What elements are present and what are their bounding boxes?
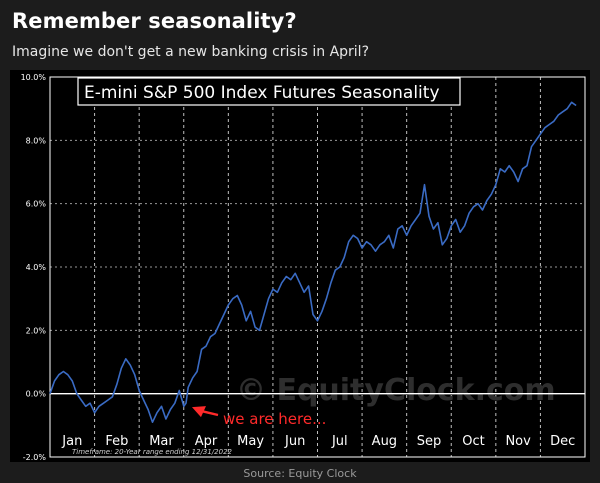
- annotation-text: we are here...: [223, 410, 326, 428]
- annotation-layer: we are here...: [191, 406, 326, 428]
- chart-container: © EquityClock.com 10.0% 8.0% 6.0% 4.0% 2.0% 0…: [10, 70, 590, 462]
- x-tick-label: Apr: [195, 434, 218, 449]
- y-tick-label: 10.0%: [21, 73, 47, 82]
- chart-title-frame: [77, 77, 461, 106]
- y-tick-label: -2.0%: [23, 453, 47, 462]
- x-tick-label: Jul: [331, 434, 348, 449]
- source-note: Source: Equity Clock: [243, 467, 357, 480]
- annotation-arrow: [201, 409, 219, 417]
- x-tick-label: Feb: [105, 434, 128, 449]
- seasonality-chart: © EquityClock.com 10.0% 8.0% 6.0% 4.0% 2.0% 0…: [21, 73, 586, 462]
- chart-title-box: E-mini S&P 500 Index Futures Seasonality: [77, 77, 461, 106]
- axis-layer: 10.0% 8.0% 6.0% 4.0% 2.0% 0.0% -2.0% Jan Feb Mar A…: [21, 73, 586, 462]
- timeframe-note: Timeframe: 20-Year range ending 12/31/20…: [72, 448, 233, 456]
- x-tick-label: Oct: [462, 434, 484, 449]
- x-tick-label: Nov: [505, 434, 531, 449]
- watermark: © EquityClock.com: [236, 373, 556, 408]
- x-tick-label: May: [237, 434, 264, 449]
- x-tick-label: Sep: [417, 434, 442, 449]
- post-title: Remember seasonality?: [12, 9, 297, 33]
- x-tick-label: Aug: [372, 434, 397, 449]
- y-tick-label: 6.0%: [26, 200, 47, 209]
- chart-title: E-mini S&P 500 Index Futures Seasonality: [84, 83, 440, 103]
- x-tick-label: Dec: [550, 434, 575, 449]
- y-tick-label: 0.0%: [26, 390, 47, 399]
- annotation-arrowhead: [191, 406, 206, 418]
- seasonality-line: [49, 101, 577, 423]
- y-tick-label: 4.0%: [26, 263, 47, 272]
- plot-frame: [49, 76, 586, 458]
- post-subtitle: Imagine we don't get a new banking crisi…: [12, 44, 369, 60]
- x-tick-label: Jan: [61, 434, 82, 449]
- x-tick-label: Mar: [149, 434, 174, 449]
- x-tick-label: Jun: [284, 434, 305, 449]
- y-tick-label: 8.0%: [26, 136, 47, 145]
- y-tick-label: 2.0%: [26, 326, 47, 335]
